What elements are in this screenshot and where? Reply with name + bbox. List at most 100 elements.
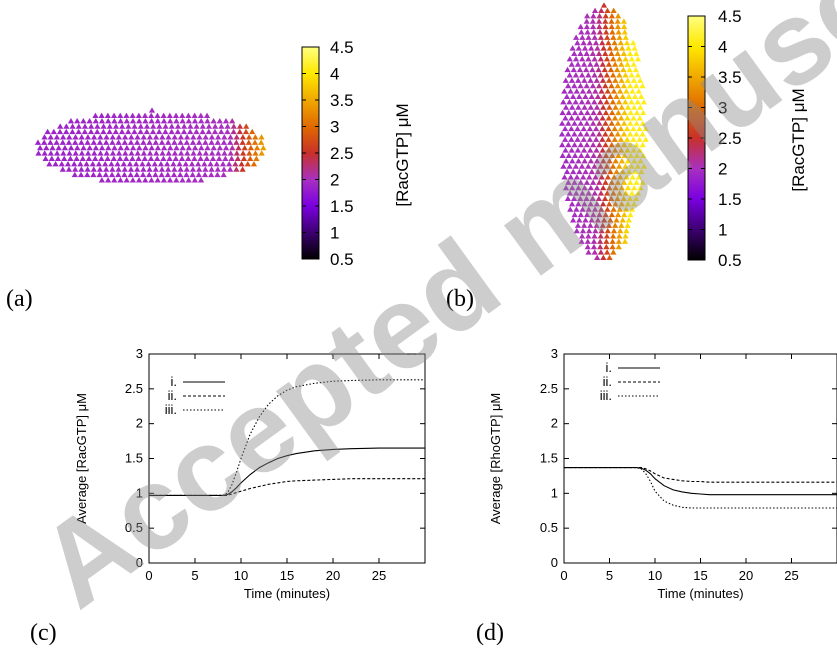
legend-label: ii. xyxy=(603,374,612,389)
legend-label: iii. xyxy=(600,388,612,403)
mesh-a-cell xyxy=(221,150,227,155)
mesh-a-cell xyxy=(66,140,72,145)
mesh-b-cell xyxy=(625,45,631,50)
mesh-a-cell xyxy=(190,134,196,139)
mesh-a-cell xyxy=(243,129,249,134)
mesh-b-cell xyxy=(575,77,581,82)
mesh-a-cell xyxy=(167,156,173,161)
mesh-b-cell xyxy=(573,35,579,40)
mesh-a-cell xyxy=(207,161,213,166)
mesh-a-cell xyxy=(93,118,99,123)
mesh-b-cell xyxy=(562,115,568,120)
mesh-a-cell xyxy=(198,118,204,123)
panel-label-d: (d) xyxy=(476,620,504,646)
mesh-b-cell xyxy=(593,40,599,45)
mesh-a-cell xyxy=(74,156,80,161)
mesh-a-cell xyxy=(159,150,165,155)
mesh-a-cell xyxy=(111,118,117,123)
mesh-a-cell xyxy=(258,140,264,145)
mesh-b-cell xyxy=(590,13,596,18)
mesh-a-cell xyxy=(240,134,246,139)
mesh-a-cell xyxy=(139,161,145,166)
mesh-b-cell xyxy=(622,72,628,77)
mesh-a-cell xyxy=(131,123,137,128)
mesh-a-cell xyxy=(109,140,115,145)
mesh-b-cell xyxy=(629,56,635,61)
mesh-b-cell xyxy=(573,99,579,104)
mesh-a-cell xyxy=(76,123,82,128)
mesh-a-cell xyxy=(223,145,229,150)
mesh-a-cell xyxy=(51,129,57,134)
mesh-a-cell xyxy=(167,145,173,150)
mesh-b-cell xyxy=(598,72,604,77)
mesh-a-cell xyxy=(237,129,243,134)
mesh-b-cell xyxy=(596,13,602,18)
mesh-a-cell xyxy=(91,150,97,155)
series-line-1 xyxy=(564,468,837,495)
mesh-a-cell xyxy=(173,156,179,161)
mesh-b-cell xyxy=(624,40,630,45)
mesh-a-cell xyxy=(45,129,51,134)
mesh-a-cell xyxy=(73,150,79,155)
mesh-a-cell xyxy=(94,129,100,134)
mesh-b-cell xyxy=(608,83,614,88)
mesh-b-cell xyxy=(576,45,582,50)
x-tick-label: 5 xyxy=(191,568,198,583)
mesh-a-cell xyxy=(115,172,121,177)
mesh-b-cell xyxy=(567,88,573,93)
mesh-a-cell xyxy=(192,177,198,182)
mesh-a-cell xyxy=(80,145,86,150)
mesh-a-cell xyxy=(79,134,85,139)
mesh-a-cell xyxy=(172,134,178,139)
mesh-a-cell xyxy=(97,150,103,155)
mesh-a-cell xyxy=(54,134,60,139)
mesh-a-cell xyxy=(223,118,229,123)
mesh-a-cell xyxy=(147,134,153,139)
mesh-a-cell xyxy=(167,113,173,118)
mesh-a-cell xyxy=(91,140,97,145)
mesh-b-cell xyxy=(579,56,585,61)
colorbar-tick-label: 2.5 xyxy=(330,144,354,163)
mesh-a-cell xyxy=(88,129,94,134)
mesh-a-cell xyxy=(246,140,252,145)
mesh-a-cell xyxy=(113,129,119,134)
mesh-a-cell xyxy=(235,145,241,150)
mesh-a-cell xyxy=(37,145,43,150)
mesh-a-cell xyxy=(196,172,202,177)
mesh-b-cell xyxy=(601,45,607,50)
mesh-b-cell xyxy=(581,104,587,109)
mesh-a-cell xyxy=(104,150,110,155)
mesh-a-cell xyxy=(107,129,113,134)
mesh-b-cell xyxy=(608,18,614,23)
mesh-a-cell xyxy=(171,140,177,145)
mesh-a-cell xyxy=(142,113,148,118)
mesh-a-cell xyxy=(115,166,121,171)
mesh-a-cell xyxy=(150,123,156,128)
mesh-a-cell xyxy=(66,134,72,139)
mesh-b-cell xyxy=(608,51,614,56)
mesh-a-cell xyxy=(103,134,109,139)
mesh-b-cell xyxy=(569,104,575,109)
mesh-a-cell xyxy=(69,129,75,134)
mesh-a-cell xyxy=(83,161,89,166)
mesh-a-cell xyxy=(203,134,209,139)
mesh-a-cell xyxy=(161,113,167,118)
mesh-b-cell xyxy=(565,83,571,88)
mesh-a xyxy=(35,107,267,182)
mesh-b-cell xyxy=(614,67,620,72)
mesh-a-cell xyxy=(66,166,72,171)
mesh-a-cell xyxy=(198,156,204,161)
mesh-a-cell xyxy=(187,123,193,128)
mesh-a-cell xyxy=(173,118,179,123)
colorbar-tick-label: 1 xyxy=(330,224,339,243)
mesh-b-cell xyxy=(591,72,597,77)
x-tick-label: 10 xyxy=(234,568,248,583)
mesh-b-cell xyxy=(579,72,585,77)
mesh-a-cell xyxy=(148,118,154,123)
mesh-a-cell xyxy=(252,150,258,155)
mesh-a-cell xyxy=(239,140,245,145)
mesh-a-cell xyxy=(162,123,168,128)
mesh-a-cell xyxy=(117,177,123,182)
mesh-a-cell xyxy=(77,161,83,166)
mesh-b-cell xyxy=(592,88,598,93)
